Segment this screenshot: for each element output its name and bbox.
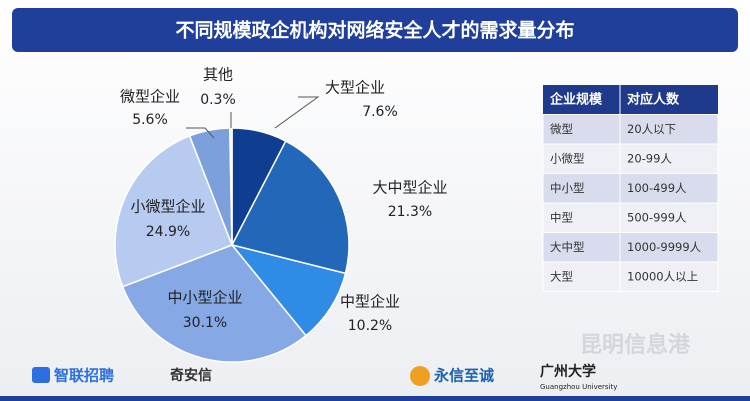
table-row-bg [542, 261, 719, 292]
slice-value-label: 0.3% [200, 92, 236, 108]
slice-label: 其他 [203, 66, 233, 84]
logo: 广州大学 [540, 363, 596, 380]
pie-slice [230, 140, 350, 275]
table-cell: 中型 [550, 210, 573, 224]
slice-label: 中型企业 [340, 293, 400, 311]
leader-line [274, 96, 320, 129]
table-cell: 500-999人 [627, 210, 687, 224]
logo: 智联招聘 [54, 367, 114, 385]
pie-slice [229, 243, 347, 337]
table-row-bg [542, 202, 719, 233]
table-cell: 微型 [550, 122, 573, 136]
table-cell: 10000人以上 [627, 269, 698, 283]
slice-value-label: 7.6% [362, 104, 398, 120]
table-cell: 20人以下 [627, 122, 676, 136]
table-row-bg [542, 232, 719, 263]
pie-slice [114, 134, 233, 288]
table-row-bg [542, 173, 719, 204]
logo: 奇安信 [170, 367, 212, 384]
bottom-bar [0, 396, 750, 401]
logo-icon [32, 367, 50, 383]
slice-value-label: 24.9% [146, 224, 190, 240]
leader-line [186, 127, 215, 139]
table-header: 企业规模 [549, 91, 603, 107]
table-cell: 中小型 [550, 181, 585, 195]
table-row-bg [542, 114, 719, 145]
table-row-bg [542, 143, 719, 174]
slice-label: 小微型企业 [130, 198, 205, 216]
slice-value-label: 30.1% [183, 315, 227, 331]
pie-slice [229, 127, 233, 246]
logo-icon [410, 366, 430, 386]
table-header: 对应人数 [627, 91, 680, 107]
chart-title: 不同规模政企机构对网络安全人才的需求量分布 [175, 19, 574, 42]
table-cell: 大型 [550, 269, 573, 283]
pie: 大型企业 7.6% 大中型企业 21.3% 中型企业 10.2% 中小型企业 30.1% 小微型… [114, 66, 448, 363]
slice-value-label: 5.6% [132, 112, 168, 128]
slice-value-label: 10.2% [348, 318, 392, 334]
table-cell: 1000-9999人 [627, 240, 702, 254]
title-banner [12, 8, 738, 52]
pie-slice [121, 244, 308, 363]
table-cell: 大中型 [550, 240, 585, 254]
logo: Guangzhou University [540, 383, 617, 391]
slice-label: 微型企业 [120, 88, 180, 106]
table-cell: 小微型 [550, 151, 585, 165]
table-cell: 100-499人 [627, 181, 687, 195]
watermark: 昆明信息港 [580, 332, 691, 358]
slice-label: 大中型企业 [372, 179, 447, 197]
slice-label: 大型企业 [325, 79, 385, 97]
footer: 智联招聘 奇安信 永信至诚 广州大学 Guangzhou University … [32, 332, 691, 391]
table-header-bg [543, 85, 718, 115]
logo: 永信至诚 [433, 367, 494, 385]
table-cell: 20-99人 [627, 151, 672, 165]
slice-value-label: 21.3% [388, 204, 432, 220]
slice-label: 中小型企业 [167, 289, 242, 307]
